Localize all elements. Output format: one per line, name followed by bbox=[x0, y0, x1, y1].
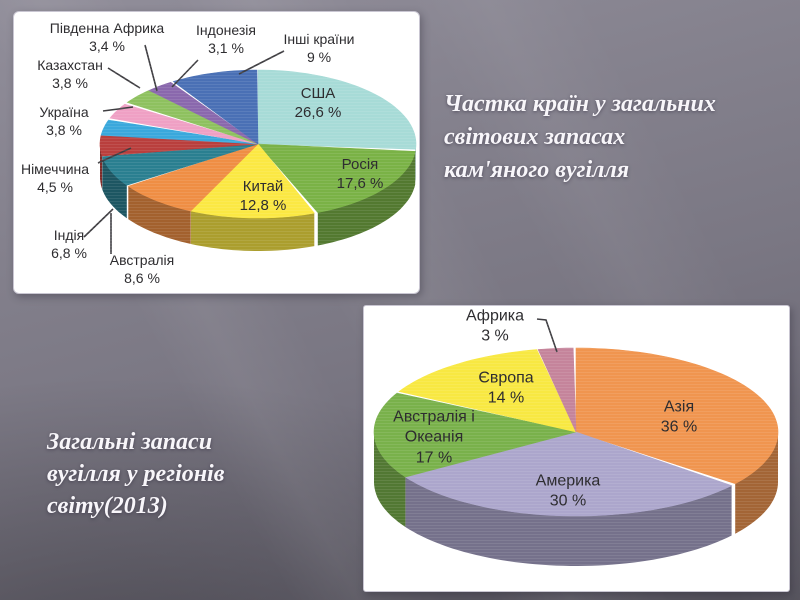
pie-slice-side bbox=[317, 151, 416, 246]
pie-slice-3 bbox=[127, 143, 259, 212]
callout-line bbox=[238, 50, 285, 75]
slice-value: 3,8 % bbox=[52, 75, 88, 91]
pie-slice-side bbox=[374, 432, 406, 527]
slice-name: Індія bbox=[53, 227, 85, 244]
slice-name: Китай bbox=[242, 177, 284, 195]
slice-name: Інші країни bbox=[283, 31, 355, 48]
slice-name: США bbox=[300, 84, 336, 102]
pie-slice-side bbox=[128, 186, 191, 244]
slice-value: 6,8 % bbox=[51, 245, 87, 261]
slice-name: Австралія і Океанія bbox=[393, 408, 475, 446]
slice-value: 4,5 % bbox=[37, 179, 73, 195]
slice-name: Німеччина bbox=[20, 161, 90, 178]
slice-name: Австралія bbox=[109, 252, 175, 269]
callout-line bbox=[107, 67, 141, 89]
callout-line bbox=[144, 44, 158, 92]
pie-slice-0 bbox=[575, 347, 779, 485]
pie-slice-side bbox=[735, 432, 778, 534]
slice-value: 14 % bbox=[487, 390, 525, 407]
slice-name: Європа bbox=[478, 369, 534, 387]
pie-slice-6 bbox=[100, 119, 259, 145]
chart2-slice-label-0: Азія 36 % bbox=[661, 398, 697, 439]
pie-slice-1 bbox=[404, 431, 733, 517]
pie-slice-7 bbox=[109, 103, 259, 145]
slice-name: Індонезія bbox=[196, 22, 256, 39]
slide-title-regions: Загальні запаси вугілля у регіонів світу… bbox=[47, 429, 225, 519]
slice-name: Росія bbox=[341, 155, 379, 173]
slice-value: 12,8 % bbox=[239, 197, 287, 214]
chart1-slice-label-1: Росія 17,6 % bbox=[337, 155, 384, 193]
pie-slice-side bbox=[100, 145, 103, 189]
callout-line bbox=[83, 208, 114, 238]
chart1-slice-label-3: Австралія 8,6 % bbox=[110, 252, 174, 288]
chart2-slice-label-1: Америка 30 % bbox=[536, 472, 601, 513]
chart1-slice-label-10: Інші країни 9 % bbox=[284, 31, 355, 67]
pie-chart-regions bbox=[373, 318, 779, 566]
chart1-slice-label-6: Україна 3,8 % bbox=[39, 104, 88, 140]
pie-slice-8 bbox=[126, 90, 259, 145]
slice-name: Казахстан bbox=[37, 57, 103, 74]
pie-slice-0 bbox=[257, 69, 417, 150]
slice-name: Азія bbox=[663, 398, 695, 416]
slice-value: 3,4 % bbox=[89, 38, 125, 54]
chart1-slice-label-9: Індонезія 3,1 % bbox=[196, 22, 256, 58]
pie-slice-5 bbox=[99, 135, 259, 157]
pie-slice-side bbox=[190, 211, 315, 251]
pie-slice-side bbox=[102, 156, 127, 219]
slice-name: Україна bbox=[39, 104, 89, 121]
slice-value: 36 % bbox=[660, 419, 698, 436]
chart2-slice-label-4: Африка 3 % bbox=[466, 307, 524, 348]
slice-name: Південна Африка bbox=[49, 20, 165, 37]
pie-slice-9 bbox=[148, 81, 259, 145]
callout-line bbox=[171, 59, 199, 88]
chart1-slice-label-2: Китай 12,8 % bbox=[240, 177, 287, 215]
slide-title-countries: Частка країн у загальних світових запаса… bbox=[444, 91, 716, 183]
slice-value: 17 % bbox=[415, 449, 453, 467]
pie-slice-2 bbox=[190, 143, 315, 219]
chart-panel-countries: США 26,6 % Росія 17,6 % Китай 12,8 % Австралія… bbox=[13, 11, 420, 294]
slice-value: 3,1 % bbox=[208, 40, 244, 56]
slice-value: 3,8 % bbox=[46, 122, 82, 138]
chart2-slice-label-2: Австралія і Океанія 17 % bbox=[393, 407, 475, 468]
callout-line bbox=[102, 106, 134, 112]
chart1-slice-label-7: Казахстан 3,8 % bbox=[37, 57, 103, 93]
pie-slice-side bbox=[405, 477, 732, 566]
callout-line bbox=[536, 318, 558, 353]
slice-name: Америка bbox=[535, 472, 601, 490]
slice-value: 9 % bbox=[306, 49, 332, 65]
slice-value: 17,6 % bbox=[336, 175, 384, 192]
pie-slice-2 bbox=[373, 392, 577, 478]
chart1-slice-label-4: Індія 6,8 % bbox=[51, 227, 87, 263]
pie-chart-countries bbox=[83, 44, 417, 254]
slice-value: 30 % bbox=[549, 493, 587, 510]
chart2-slice-label-3: Європа 14 % bbox=[478, 369, 533, 410]
slice-value: 3 % bbox=[481, 328, 509, 345]
chart-panel-regions: Азія 36 % Америка 30 % Австралія і Океанія 17… bbox=[363, 305, 790, 592]
callout-line bbox=[97, 147, 132, 164]
pie-slice-3 bbox=[398, 349, 577, 433]
slice-value: 8,6 % bbox=[124, 270, 160, 286]
chart1-slice-label-8: Південна Африка 3,4 % bbox=[50, 20, 164, 56]
chart1-slice-label-5: Німеччина 4,5 % bbox=[21, 161, 89, 197]
slice-name: Африка bbox=[465, 307, 525, 325]
chart1-slice-label-0: США 26,6 % bbox=[295, 84, 342, 122]
pie-slice-1 bbox=[257, 143, 416, 213]
slice-value: 26,6 % bbox=[294, 104, 342, 121]
